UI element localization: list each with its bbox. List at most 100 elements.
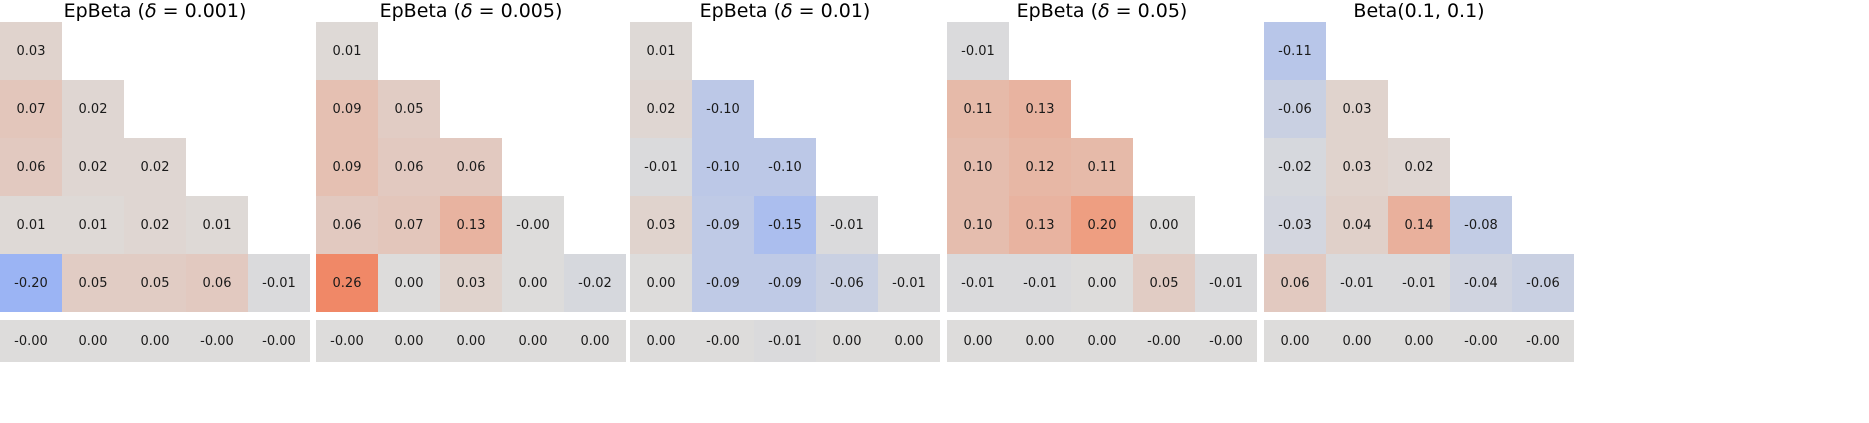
heatmap-cell: 0.06 [440, 138, 502, 196]
heatmap-cell: 0.02 [1388, 138, 1450, 196]
heatmap-cell: -0.00 [316, 320, 378, 362]
heatmap-cell: 0.13 [440, 196, 502, 254]
heatmap-cell: 0.13 [1009, 196, 1071, 254]
heatmap-cell: 0.05 [62, 254, 124, 312]
heatmap-cell: 0.07 [378, 196, 440, 254]
heatmap-cell: 0.00 [1264, 320, 1326, 362]
heatmap-cell: 0.14 [1388, 196, 1450, 254]
heatmap-cell: 0.01 [316, 22, 378, 80]
delta-symbol: δ [1098, 0, 1110, 22]
heatmap-cell: -0.09 [692, 254, 754, 312]
heatmap-cell: -0.04 [1450, 254, 1512, 312]
heatmap-panel-2: EpBeta (δ = 0.005) 0.01 0.09 0.05 0.09 0.06 0.… [316, 0, 626, 423]
delta-symbol: δ [460, 0, 473, 22]
heatmap-cell: 0.12 [1009, 138, 1071, 196]
heatmap-cell: 0.02 [630, 80, 692, 138]
heatmap-cell: 0.20 [1071, 196, 1133, 254]
heatmap-cell: -0.10 [692, 138, 754, 196]
heatmap-cell: -0.02 [564, 254, 626, 312]
heatmap-cell: -0.00 [1512, 320, 1574, 362]
panel-title-text: = 0.005) [472, 0, 563, 22]
heatmap-cell: 0.03 [0, 22, 62, 80]
heatmap-cell: 0.00 [62, 320, 124, 362]
heatmap-cell: -0.00 [248, 320, 310, 362]
heatmap-cell: 0.03 [1326, 138, 1388, 196]
heatmap-cell: -0.00 [1195, 320, 1257, 362]
panel-title: EpBeta (δ = 0.05) [947, 0, 1257, 22]
heatmap-cell: 0.00 [878, 320, 940, 362]
heatmap-cell: 0.00 [1009, 320, 1071, 362]
heatmap-cell: -0.01 [630, 138, 692, 196]
heatmap-cell: -0.09 [692, 196, 754, 254]
heatmap-cell: -0.00 [1133, 320, 1195, 362]
panel-title: EpBeta (δ = 0.01) [630, 0, 940, 22]
heatmap-cell: -0.01 [947, 22, 1009, 80]
heatmap-cell: 0.11 [947, 80, 1009, 138]
panel-title-text: = 0.001) [156, 0, 247, 22]
heatmap-cell: -0.01 [754, 320, 816, 362]
heatmap-cell: -0.00 [502, 196, 564, 254]
heatmap-cell: -0.06 [1512, 254, 1574, 312]
heatmap-cell: -0.08 [1450, 196, 1512, 254]
heatmap-cell: 0.01 [0, 196, 62, 254]
heatmap-cell: 0.00 [1133, 196, 1195, 254]
heatmap-cell: 0.00 [630, 320, 692, 362]
delta-symbol: δ [144, 0, 157, 22]
heatmap-cell: 0.00 [378, 320, 440, 362]
heatmap-cell: 0.06 [1264, 254, 1326, 312]
heatmap-cell: 0.26 [316, 254, 378, 312]
heatmap-cell: 0.00 [630, 254, 692, 312]
heatmap-cell: -0.01 [1326, 254, 1388, 312]
heatmap-cell: 0.01 [186, 196, 248, 254]
heatmap-cell: 0.00 [1388, 320, 1450, 362]
delta-symbol: δ [781, 0, 793, 22]
heatmap-cell: -0.10 [754, 138, 816, 196]
heatmap-cell: 0.00 [1071, 320, 1133, 362]
heatmap-cell: -0.00 [186, 320, 248, 362]
panel-title: EpBeta (δ = 0.001) [0, 0, 310, 22]
heatmap-cell: 0.00 [1326, 320, 1388, 362]
heatmap-cell: -0.01 [816, 196, 878, 254]
heatmap-cell: -0.15 [754, 196, 816, 254]
heatmap-cell: 0.06 [316, 196, 378, 254]
heatmap-cell: 0.00 [1071, 254, 1133, 312]
heatmap-cell: -0.03 [1264, 196, 1326, 254]
heatmap-cell: -0.10 [692, 80, 754, 138]
heatmap-cell: -0.02 [1264, 138, 1326, 196]
heatmap-cell: 0.03 [630, 196, 692, 254]
heatmap-panel-5: Beta(0.1, 0.1) -0.11 -0.06 0.03 -0.02 0.03 0.0… [1264, 0, 1574, 423]
heatmap-cell: -0.09 [754, 254, 816, 312]
heatmap-cell: -0.00 [0, 320, 62, 362]
heatmap-cell: 0.13 [1009, 80, 1071, 138]
heatmap-cell: 0.05 [1133, 254, 1195, 312]
heatmap-cell: 0.09 [316, 138, 378, 196]
heatmap-cell: 0.00 [378, 254, 440, 312]
heatmap-cell: 0.11 [1071, 138, 1133, 196]
heatmap-cell: -0.01 [947, 254, 1009, 312]
heatmap-cell: -0.01 [248, 254, 310, 312]
heatmap-cell: 0.04 [1326, 196, 1388, 254]
heatmap-cell: 0.01 [630, 22, 692, 80]
heatmap-cell: 0.03 [1326, 80, 1388, 138]
heatmap-cell: 0.02 [124, 138, 186, 196]
heatmap-cell: -0.00 [1450, 320, 1512, 362]
heatmap-cell: 0.00 [502, 320, 564, 362]
heatmap-cell: 0.00 [502, 254, 564, 312]
heatmap-cell: 0.09 [316, 80, 378, 138]
heatmap-cell: -0.01 [878, 254, 940, 312]
heatmap-cell: 0.02 [62, 80, 124, 138]
heatmap-cell: -0.11 [1264, 22, 1326, 80]
panel-title-text: = 0.05) [1109, 0, 1188, 22]
panel-title-text: EpBeta ( [63, 0, 145, 22]
heatmap-cell: -0.20 [0, 254, 62, 312]
heatmap-cell: 0.06 [0, 138, 62, 196]
heatmap-cell: 0.07 [0, 80, 62, 138]
panel-title: EpBeta (δ = 0.005) [316, 0, 626, 22]
heatmap-cell: 0.00 [440, 320, 502, 362]
panel-title-text: EpBeta ( [1016, 0, 1098, 22]
heatmap-cell: 0.01 [62, 196, 124, 254]
heatmap-cell: -0.01 [1009, 254, 1071, 312]
heatmap-cell: 0.02 [124, 196, 186, 254]
heatmap-cell: 0.10 [947, 138, 1009, 196]
